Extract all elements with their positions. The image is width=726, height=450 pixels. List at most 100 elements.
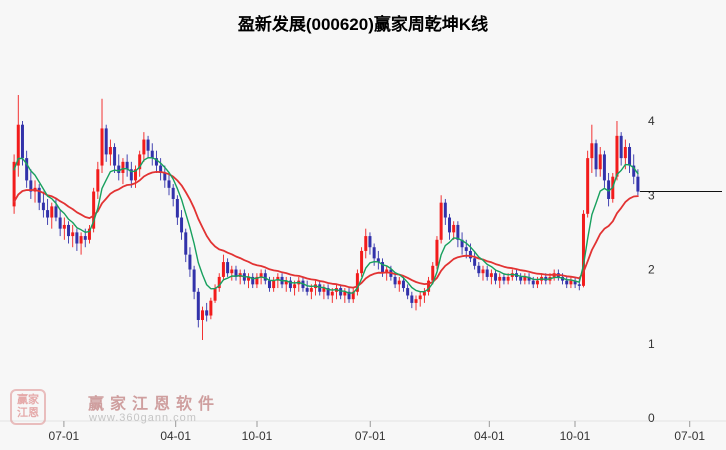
candle (590, 143, 594, 159)
candle (171, 187, 175, 199)
candle (448, 217, 452, 233)
candle (452, 224, 456, 233)
candle (414, 299, 418, 303)
candle (607, 180, 611, 199)
candle (180, 217, 184, 233)
candle (351, 291, 355, 300)
candle (397, 280, 401, 285)
candle (519, 276, 523, 281)
candle (439, 202, 443, 240)
candle (163, 172, 167, 181)
candle (326, 288, 330, 296)
candle (577, 284, 581, 286)
candle (267, 280, 271, 289)
x-axis-label: 07-01 (674, 429, 705, 443)
candle (46, 210, 50, 218)
candle (623, 146, 627, 159)
candle (435, 239, 439, 266)
candle (125, 161, 129, 170)
candle (121, 161, 125, 173)
candle (535, 280, 539, 285)
candle (117, 165, 121, 173)
candle (146, 139, 150, 151)
chart-title: 盈新发展(000620)赢家周乾坤K线 (237, 15, 489, 34)
candle (573, 280, 577, 285)
candle (322, 288, 326, 292)
candle (29, 180, 33, 192)
candle (330, 291, 334, 296)
watermark-url: www.360gann.com (89, 412, 197, 424)
candle (276, 276, 280, 281)
candle (67, 224, 71, 237)
candle (213, 288, 217, 301)
candle (230, 269, 234, 274)
watermark-brand: 赢家江恩软件 (88, 396, 221, 413)
x-axis-label: 10-01 (560, 429, 591, 443)
brand-logo-text: 赢家 (17, 394, 39, 406)
candle (205, 310, 209, 316)
candle (406, 288, 410, 296)
candle (443, 202, 447, 218)
candle (108, 146, 112, 155)
candle (92, 191, 96, 229)
candle (489, 273, 493, 277)
x-axis-label: 07-01 (355, 429, 386, 443)
candle (251, 276, 255, 285)
candle (167, 180, 171, 188)
candle (502, 276, 506, 281)
candle (12, 161, 16, 207)
candle (418, 295, 422, 300)
candle (96, 169, 100, 192)
candle (16, 124, 20, 166)
candle (615, 135, 619, 177)
x-axis-label: 04-01 (160, 429, 191, 443)
candle (309, 288, 313, 292)
candle (20, 124, 24, 159)
candle (188, 254, 192, 270)
candle (104, 128, 108, 155)
candle (159, 165, 163, 173)
candle (113, 146, 117, 166)
candle (431, 265, 435, 281)
candle (100, 128, 104, 166)
candle (506, 276, 510, 281)
candle (628, 146, 632, 166)
y-axis-label: 1 (648, 337, 655, 351)
candle (288, 280, 292, 289)
candle (83, 236, 87, 240)
candle (50, 206, 54, 218)
candle (343, 291, 347, 296)
candle (58, 217, 62, 229)
candle (473, 258, 477, 266)
candle (636, 176, 640, 192)
candle (142, 139, 146, 155)
candle (422, 291, 426, 296)
brand-logo-text: 江恩 (17, 407, 39, 419)
candle (464, 247, 468, 251)
candle (37, 187, 41, 203)
candle (134, 169, 138, 181)
candle (184, 232, 188, 255)
y-axis-label: 2 (648, 263, 655, 277)
candle (360, 250, 364, 274)
candle (372, 247, 376, 259)
candle (305, 288, 309, 292)
candle (221, 262, 225, 277)
x-axis-label: 04-01 (474, 429, 505, 443)
candle (586, 158, 590, 214)
candle (410, 295, 414, 303)
candle (259, 273, 263, 277)
candle (523, 276, 527, 281)
x-axis-label: 07-01 (49, 429, 80, 443)
candle (494, 273, 498, 281)
candle (531, 280, 535, 285)
candle (594, 143, 598, 170)
candle (154, 158, 158, 166)
candle (284, 280, 288, 285)
candle (263, 273, 267, 281)
candle (209, 300, 213, 316)
candle (272, 280, 276, 289)
candle (217, 276, 221, 289)
